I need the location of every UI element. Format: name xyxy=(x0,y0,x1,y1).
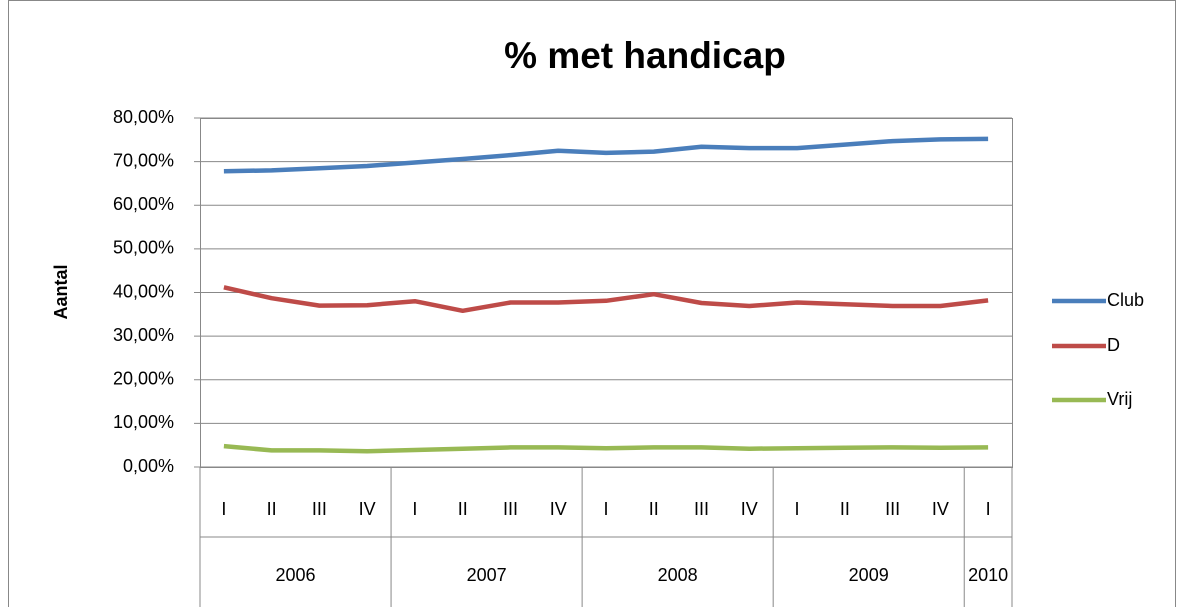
group-label: 2009 xyxy=(849,565,889,585)
group-label: 2006 xyxy=(276,565,316,585)
group-label: 2008 xyxy=(658,565,698,585)
x-tick-label: IV xyxy=(741,499,758,519)
x-tick-label: I xyxy=(795,499,800,519)
y-tick-label: 40,00% xyxy=(113,281,174,301)
chart-border xyxy=(8,0,1176,607)
x-tick-label: II xyxy=(840,499,850,519)
x-tick-label: I xyxy=(603,499,608,519)
x-tick-label: III xyxy=(885,499,900,519)
x-tick-label: IV xyxy=(550,499,567,519)
x-tick-label: II xyxy=(458,499,468,519)
group-label: 2007 xyxy=(467,565,507,585)
x-tick-label: IV xyxy=(359,499,376,519)
series-line xyxy=(223,443,989,454)
y-tick-label: 10,00% xyxy=(113,412,174,432)
x-tick-label: I xyxy=(986,499,991,519)
chart-title: % met handicap xyxy=(504,35,786,76)
x-tick-label: III xyxy=(694,499,709,519)
y-tick-label: 60,00% xyxy=(113,194,174,214)
x-tick-label: I xyxy=(221,499,226,519)
x-tick-label: III xyxy=(503,499,518,519)
series-line xyxy=(223,136,989,174)
series-line xyxy=(223,285,989,314)
y-tick-label: 0,00% xyxy=(123,456,174,476)
y-tick-label: 70,00% xyxy=(113,150,174,170)
y-tick-label: 50,00% xyxy=(113,238,174,258)
y-tick-label: 20,00% xyxy=(113,369,174,389)
x-tick-label: I xyxy=(412,499,417,519)
group-label: 2010 xyxy=(968,565,1008,585)
legend-label: Club xyxy=(1107,290,1144,310)
x-tick-label: III xyxy=(312,499,327,519)
y-tick-label: 30,00% xyxy=(113,325,174,345)
legend-label: Vrij xyxy=(1107,389,1132,409)
x-tick-label: IV xyxy=(932,499,949,519)
y-tick-label: 80,00% xyxy=(113,107,174,127)
x-tick-label: II xyxy=(649,499,659,519)
x-tick-label: II xyxy=(267,499,277,519)
legend-label: D xyxy=(1107,335,1120,355)
y-axis-label: Aantal xyxy=(51,264,71,319)
